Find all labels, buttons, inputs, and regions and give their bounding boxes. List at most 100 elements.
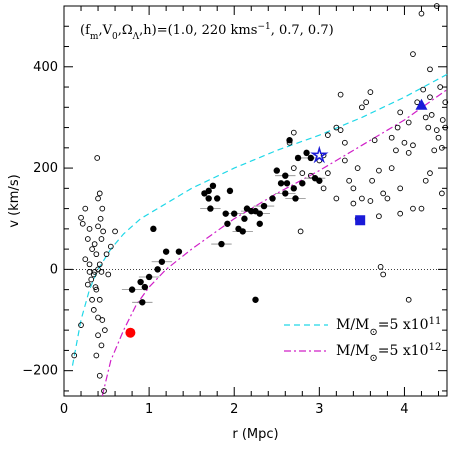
open-circle-point — [86, 261, 93, 268]
open-circle-point — [95, 314, 101, 321]
legend-label: M/M⊙=5 x1012 — [336, 342, 441, 364]
open-circle-point — [422, 177, 429, 184]
open-circle-point — [427, 66, 433, 73]
open-circle-point — [388, 165, 395, 171]
open-circle-point — [410, 142, 416, 149]
filled-circle-point — [303, 149, 310, 157]
filled-circle-point — [128, 286, 136, 293]
plot-frame — [63, 5, 448, 397]
open-circle-point — [418, 10, 425, 17]
open-circle-point — [320, 185, 327, 192]
x-tick-label: 3 — [315, 402, 323, 417]
open-circle-point — [350, 200, 357, 207]
open-circle-point — [96, 190, 103, 197]
open-circle-point — [101, 388, 107, 394]
filled-circle-point — [154, 266, 161, 273]
filled-circle-point — [282, 190, 289, 197]
filled-circle-point — [260, 202, 268, 210]
open-circle-point — [103, 251, 110, 258]
open-circle-point — [425, 124, 432, 131]
open-circle-point — [90, 307, 97, 313]
filled-circle-point — [214, 195, 221, 202]
open-circle-point — [100, 228, 107, 235]
open-circle-point — [367, 89, 374, 95]
y-tick-label: 200 — [33, 161, 58, 176]
data-points — [71, 3, 449, 394]
triangle-point — [415, 98, 428, 110]
open-circle-point — [433, 127, 440, 133]
legend-label-part: M/M — [336, 317, 369, 333]
open-circle-point — [79, 220, 86, 227]
open-circle-point — [78, 214, 84, 221]
open-circle-point — [342, 139, 348, 146]
open-circle-point — [369, 177, 375, 184]
open-circle-point — [96, 261, 103, 268]
open-circle-point — [290, 165, 297, 171]
open-circle-point — [435, 134, 442, 141]
open-circle-point — [82, 205, 89, 212]
filled-circle-point — [241, 215, 248, 222]
legend-label-part: 11 — [429, 316, 442, 327]
open-circle-point — [337, 127, 344, 133]
open-circle-point — [78, 322, 84, 328]
open-circle-point — [377, 263, 384, 270]
open-circle-point — [98, 342, 105, 349]
open-circle-point — [92, 284, 99, 290]
open-circle-point — [418, 205, 425, 212]
legend-label: M/M⊙=5 x1011 — [336, 316, 441, 338]
y-tick-label: −200 — [22, 364, 58, 379]
filled-circle-point — [282, 172, 289, 179]
curve-5e12 — [101, 89, 448, 397]
open-circle-point — [388, 134, 395, 141]
open-circle-point — [367, 198, 374, 204]
parameter-label-part: −1 — [257, 22, 270, 32]
filled-circle-point — [205, 195, 212, 202]
open-circle-point — [93, 286, 100, 293]
filled-circle-point — [224, 220, 231, 227]
legend-label-part: =5 x10 — [378, 343, 429, 359]
open-circle-point — [86, 269, 93, 275]
open-circle-point — [363, 99, 369, 106]
open-circle-point — [384, 195, 391, 202]
open-circle-point — [96, 296, 103, 303]
parameter-label-part: 0 — [112, 32, 118, 42]
open-circle-point — [89, 296, 95, 303]
open-circle-point — [405, 150, 412, 156]
open-circle-point — [405, 119, 412, 126]
filled-circle-point — [299, 180, 306, 187]
open-circle-point — [359, 195, 365, 202]
open-circle-point — [397, 210, 404, 217]
filled-circle-point — [283, 180, 291, 187]
open-circle-point — [290, 129, 297, 136]
parameter-label-part: , 0.7, 0.7) — [271, 23, 334, 38]
open-circle-point — [427, 94, 433, 101]
y-axis-label: v (km/s) — [7, 174, 22, 227]
open-circle-point — [376, 167, 382, 174]
open-circle-point — [88, 276, 95, 283]
open-circle-point — [346, 177, 352, 184]
open-circle-point — [98, 236, 105, 242]
filled-circle-point — [209, 182, 217, 190]
open-circle-point — [337, 91, 344, 98]
filled-circle-point — [150, 225, 157, 233]
open-circle-point — [95, 223, 101, 230]
model-curves — [71, 73, 448, 397]
open-circle-point — [99, 317, 106, 323]
open-circle-point — [342, 157, 348, 164]
open-circle-point — [95, 266, 101, 273]
open-circle-point — [422, 114, 429, 121]
filled-circle-point — [273, 167, 280, 174]
parameter-label-part: (f — [80, 23, 91, 38]
open-circle-point — [380, 271, 387, 278]
legend-label-part: ⊙ — [369, 353, 377, 364]
open-circle-point — [99, 205, 106, 212]
filled-circle-point — [137, 278, 144, 286]
open-circle-point — [350, 185, 357, 192]
filled-circle-point — [252, 296, 259, 303]
open-circle-point — [82, 256, 89, 263]
open-circle-point — [333, 195, 340, 202]
open-circle-point — [439, 190, 445, 197]
open-circle-point — [95, 332, 101, 339]
